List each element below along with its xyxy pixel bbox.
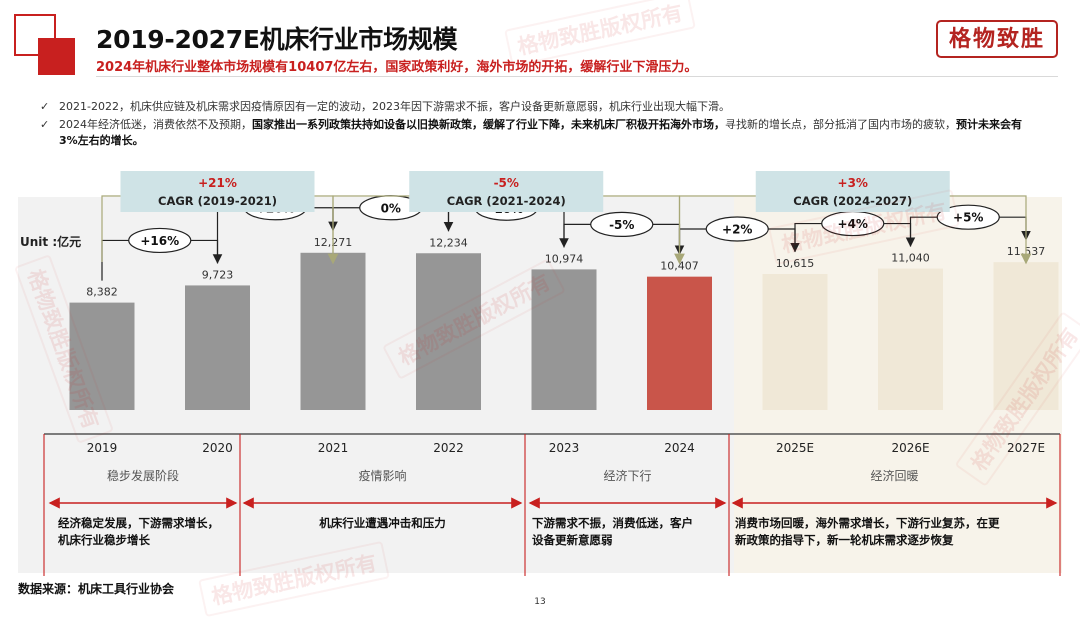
bar-2021 xyxy=(300,252,366,410)
x-tick-label: 2020 xyxy=(202,441,233,455)
header-divider xyxy=(96,76,1058,77)
phase-name: 疫情影响 xyxy=(358,468,406,483)
page-subtitle: 2024年机床行业整体市场规模有10407亿左右，国家政策利好，海外市场的开拓，… xyxy=(96,60,698,75)
cagr-label: CAGR (2019-2021) xyxy=(158,194,277,208)
decor-square-fill xyxy=(38,38,75,75)
phase-description: 新政策的指导下，新一轮机床需求逐步恢复 xyxy=(735,533,954,547)
bar-2026E xyxy=(878,268,943,410)
bar-2027E xyxy=(993,262,1059,410)
cagr-label: CAGR (2024-2027) xyxy=(793,194,912,208)
x-tick-label: 2026E xyxy=(891,441,929,455)
bar-2025E xyxy=(762,273,828,410)
phase-name: 经济回暖 xyxy=(870,468,918,483)
phase-description: 下游需求不振，消费低迷，客户 xyxy=(532,516,693,530)
check-icon: ✓ xyxy=(40,118,50,131)
bullet-text: 2024年经济低迷，消费依然不及预期，国家推出一系列政策扶持如设备以旧换新政策，… xyxy=(59,117,1040,149)
cagr-value: +21% xyxy=(198,176,237,190)
growth-bubble xyxy=(705,216,769,242)
x-tick-label: 2022 xyxy=(433,441,464,455)
cagr-label: CAGR (2021-2024) xyxy=(447,194,566,208)
growth-bubble xyxy=(590,211,654,237)
phase-description: 设备更新意愿弱 xyxy=(532,533,613,547)
bullet-text-part: 2024年经济低迷，消费依然不及预期， xyxy=(59,118,252,131)
growth-label: -5% xyxy=(609,218,634,232)
cagr-box xyxy=(755,171,950,212)
brand-logo: 格物致胜 xyxy=(936,20,1058,58)
growth-bubble xyxy=(936,204,1000,230)
x-tick-label: 2027E xyxy=(1007,441,1045,455)
page-number: 13 xyxy=(534,597,546,607)
x-tick-label: 2025E xyxy=(776,441,814,455)
phase-name: 稳步发展阶段 xyxy=(107,468,179,483)
data-source: 数据来源：机床工具行业协会 xyxy=(18,582,175,596)
growth-label: +4% xyxy=(838,217,868,231)
bullet-point-2: ✓ 2024年经济低迷，消费依然不及预期，国家推出一系列政策扶持如设备以旧换新政… xyxy=(40,117,1040,149)
data-label: 8,382 xyxy=(86,286,118,299)
check-icon: ✓ xyxy=(40,100,50,113)
x-tick-label: 2024 xyxy=(664,441,695,455)
bullet-text-part: 寻找新的增长点，部分抵消了国内市场的疲软， xyxy=(725,118,956,131)
bar-2024 xyxy=(647,276,712,410)
data-label: 10,615 xyxy=(776,257,815,270)
bar-2022 xyxy=(416,253,481,410)
phase-description: 经济稳定发展，下游需求增长， xyxy=(58,516,219,530)
data-label: 12,234 xyxy=(429,236,468,249)
x-tick-label: 2023 xyxy=(549,441,580,455)
growth-label: +5% xyxy=(953,211,983,225)
bar-2019 xyxy=(69,302,135,410)
data-label: 10,407 xyxy=(660,260,699,273)
growth-label: 0% xyxy=(381,201,401,215)
cagr-box xyxy=(120,171,315,212)
cagr-value: +3% xyxy=(838,176,868,190)
x-tick-label: 2019 xyxy=(87,441,118,455)
cagr-value: -5% xyxy=(494,176,519,190)
phase-description: 消费市场回暖，海外需求增长，下游行业复苏，在更 xyxy=(735,516,1000,530)
data-label: 10,974 xyxy=(545,252,584,265)
bar-2020 xyxy=(185,285,250,410)
bullet-text-bold: 预计未来会有3%左右的增长。 xyxy=(59,118,1022,147)
phase-description: 机床行业稳步增长 xyxy=(58,533,150,547)
page-title: 2019-2027E机床行业市场规模 xyxy=(96,25,458,54)
data-label: 11,040 xyxy=(891,252,930,265)
x-tick-label: 2021 xyxy=(318,441,349,455)
phase-name: 经济下行 xyxy=(603,468,651,483)
unit-label: Unit :亿元 xyxy=(20,234,81,249)
growth-bubble xyxy=(128,227,192,254)
bullet-text-bold: 国家推出一系列政策扶持如设备以旧换新政策，缓解了行业下降，未来机床厂积极开拓海外… xyxy=(252,118,725,131)
bar-2023 xyxy=(531,269,597,410)
phase-description: 机床行业遭遇冲击和压力 xyxy=(319,516,446,530)
cagr-box xyxy=(409,171,604,212)
data-label: 9,723 xyxy=(202,268,234,281)
growth-label: +2% xyxy=(722,222,752,236)
decor-square-outline xyxy=(14,14,56,56)
growth-label: +16% xyxy=(140,234,179,248)
bullet-point-1: ✓ 2021-2022，机床供应链及机床需求因疫情原因有一定的波动，2023年因… xyxy=(40,99,1040,115)
bullet-text: 2021-2022，机床供应链及机床需求因疫情原因有一定的波动，2023年因下游… xyxy=(59,100,730,113)
